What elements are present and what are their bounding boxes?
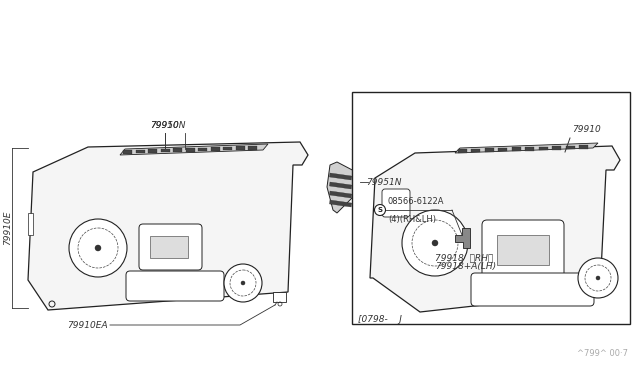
Polygon shape bbox=[455, 143, 598, 153]
Bar bbox=[148, 149, 157, 153]
Bar bbox=[352, 92, 630, 324]
Polygon shape bbox=[327, 162, 360, 213]
Bar bbox=[223, 147, 232, 150]
Text: (4)(RH&LH): (4)(RH&LH) bbox=[388, 215, 436, 224]
Bar bbox=[512, 147, 521, 151]
Text: 08566-6122A: 08566-6122A bbox=[388, 197, 445, 206]
Text: ^799^ 00·7: ^799^ 00·7 bbox=[577, 349, 628, 358]
Polygon shape bbox=[370, 146, 620, 312]
FancyBboxPatch shape bbox=[471, 273, 594, 306]
Bar bbox=[330, 200, 352, 207]
FancyBboxPatch shape bbox=[482, 220, 564, 280]
Polygon shape bbox=[455, 228, 470, 248]
Text: 79910EA: 79910EA bbox=[67, 321, 108, 330]
Bar bbox=[525, 147, 534, 151]
Polygon shape bbox=[120, 144, 268, 155]
Bar bbox=[330, 182, 352, 189]
Text: 79951N: 79951N bbox=[366, 177, 401, 186]
FancyBboxPatch shape bbox=[382, 189, 410, 217]
Circle shape bbox=[224, 264, 262, 302]
Bar bbox=[28, 213, 33, 235]
FancyBboxPatch shape bbox=[126, 271, 224, 301]
Text: 79918+A(LH): 79918+A(LH) bbox=[435, 262, 496, 271]
Bar bbox=[123, 150, 132, 154]
Circle shape bbox=[432, 240, 438, 246]
Polygon shape bbox=[28, 142, 308, 310]
Bar bbox=[485, 148, 494, 152]
Bar bbox=[236, 147, 244, 150]
Text: 79910: 79910 bbox=[572, 125, 601, 134]
Bar bbox=[186, 148, 195, 151]
Text: S: S bbox=[378, 207, 383, 213]
Bar bbox=[458, 149, 467, 153]
FancyBboxPatch shape bbox=[139, 224, 202, 270]
Circle shape bbox=[596, 276, 600, 280]
Bar bbox=[248, 146, 257, 150]
Bar bbox=[497, 235, 549, 265]
Bar bbox=[552, 146, 561, 150]
Circle shape bbox=[578, 258, 618, 298]
Circle shape bbox=[95, 245, 101, 251]
Circle shape bbox=[241, 281, 245, 285]
Text: 79910E: 79910E bbox=[3, 211, 12, 245]
Circle shape bbox=[402, 210, 468, 276]
Text: 79950N: 79950N bbox=[150, 121, 186, 130]
Bar bbox=[472, 148, 481, 152]
Bar bbox=[273, 292, 286, 302]
Bar bbox=[161, 149, 170, 152]
Bar bbox=[539, 147, 548, 150]
Bar bbox=[173, 148, 182, 152]
Bar bbox=[579, 145, 589, 149]
Text: [0798-    J: [0798- J bbox=[358, 314, 402, 324]
Bar bbox=[211, 147, 220, 151]
Bar bbox=[330, 191, 352, 198]
Bar bbox=[136, 150, 145, 153]
Bar bbox=[150, 236, 188, 258]
Bar bbox=[566, 146, 575, 149]
Circle shape bbox=[69, 219, 127, 277]
Circle shape bbox=[374, 205, 385, 215]
Bar bbox=[330, 173, 352, 180]
Bar bbox=[198, 148, 207, 151]
Text: 79918  〈RH〉: 79918 〈RH〉 bbox=[435, 253, 493, 262]
Text: 79910: 79910 bbox=[150, 121, 179, 130]
Bar bbox=[499, 148, 508, 151]
